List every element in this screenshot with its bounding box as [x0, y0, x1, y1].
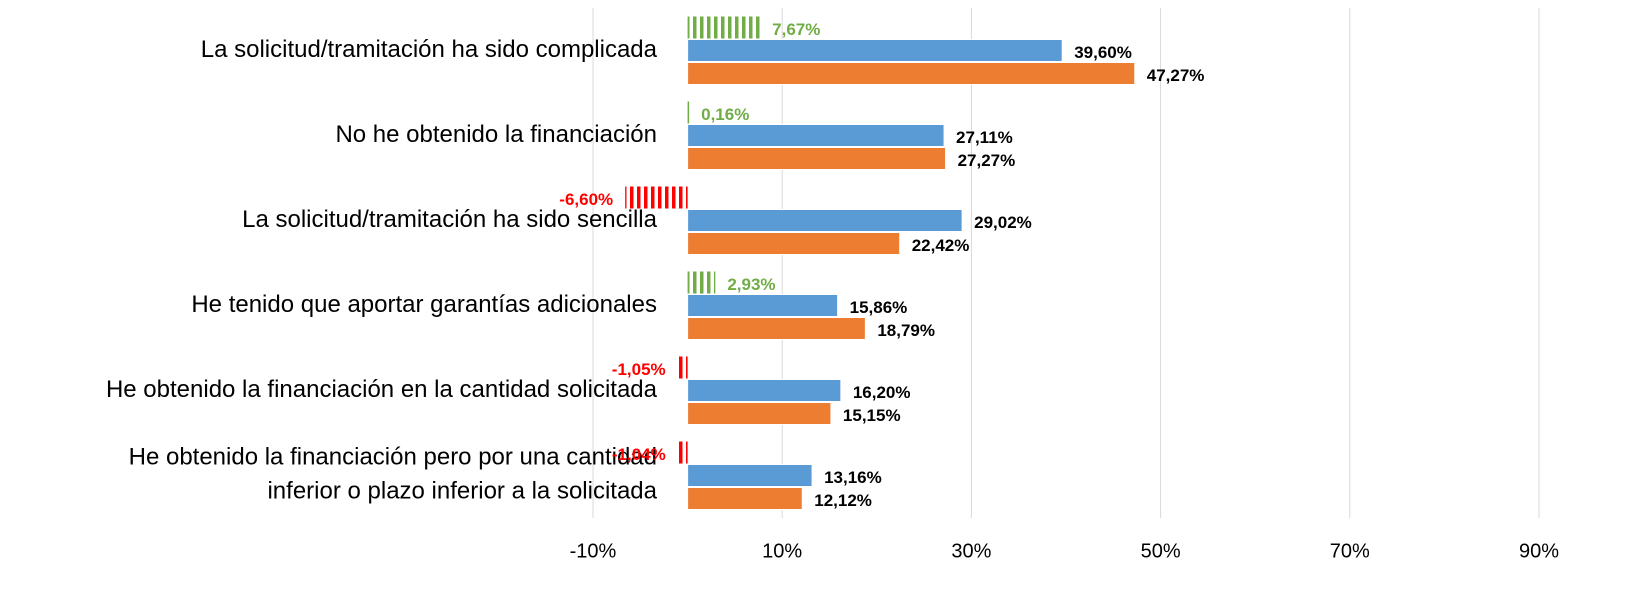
value-label: 2,93% [727, 275, 775, 294]
value-label: 18,79% [877, 321, 935, 340]
bar [677, 441, 688, 464]
x-tick-label: 30% [951, 540, 991, 562]
bar [687, 62, 1136, 85]
bar [687, 317, 866, 340]
category-label: He obtenido la financiación en la cantid… [106, 376, 658, 403]
x-tick-label: 90% [1519, 540, 1559, 562]
bar [687, 294, 839, 317]
bar [687, 16, 761, 39]
bar [625, 186, 688, 209]
value-label: 27,27% [958, 151, 1016, 170]
value-label: -1,05% [612, 360, 666, 379]
bar [687, 232, 901, 255]
bar [677, 356, 688, 379]
bar [687, 101, 690, 124]
x-tick-label: -10% [570, 540, 617, 562]
category-label: He obtenido la financiación pero por una… [129, 444, 658, 505]
x-tick-label: 50% [1141, 540, 1181, 562]
bar [687, 39, 1063, 62]
category-label: La solicitud/tramitación ha sido sencill… [242, 206, 658, 233]
bar [687, 147, 947, 170]
value-label: -6,60% [559, 190, 613, 209]
bar [687, 402, 832, 425]
x-tick-label: 70% [1330, 540, 1370, 562]
bar [687, 379, 842, 402]
value-label: 39,60% [1074, 43, 1132, 62]
value-label: -1,04% [612, 445, 666, 464]
value-label: 29,02% [974, 213, 1032, 232]
category-label: He tenido que aportar garantías adiciona… [191, 291, 657, 318]
value-label: 16,20% [853, 383, 911, 402]
bar [687, 464, 813, 487]
value-label: 7,67% [772, 20, 820, 39]
category-label: No he obtenido la financiación [335, 121, 657, 148]
value-label: 15,86% [850, 298, 908, 317]
value-label: 15,15% [843, 406, 901, 425]
x-tick-label: 10% [762, 540, 802, 562]
value-label: 22,42% [912, 236, 970, 255]
value-label: 13,16% [824, 468, 882, 487]
value-label: 27,11% [956, 128, 1013, 147]
bar [687, 487, 803, 510]
value-label: 47,27% [1147, 66, 1205, 85]
bar [687, 209, 963, 232]
value-label: 12,12% [814, 491, 872, 510]
value-label: 0,16% [701, 105, 749, 124]
bar [687, 271, 716, 294]
bar [687, 124, 945, 147]
category-label: La solicitud/tramitación ha sido complic… [201, 36, 658, 63]
